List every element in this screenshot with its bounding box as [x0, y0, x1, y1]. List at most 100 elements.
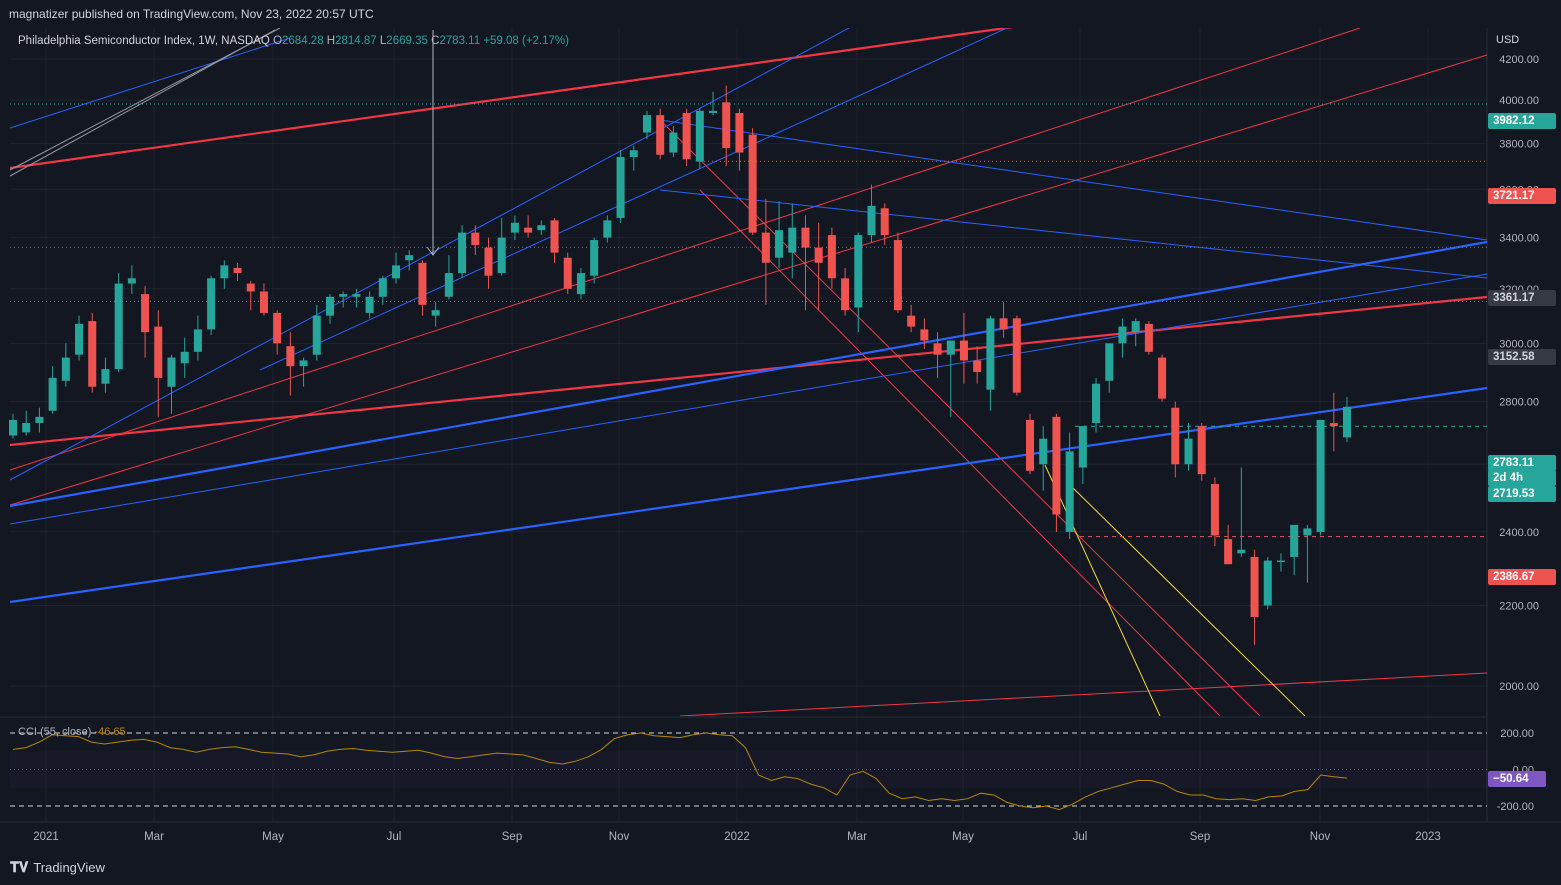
cci-legend[interactable]: CCI (55, close) -46.65: [18, 726, 126, 738]
time-tick-label: 2023: [1415, 831, 1441, 843]
candle: [603, 215, 612, 243]
candle: [154, 310, 163, 417]
candle: [748, 128, 757, 236]
candles-series: [9, 85, 1351, 645]
candle-body: [1158, 357, 1167, 399]
tradingview-logo-icon: 𝐓𝐕: [10, 859, 29, 875]
candle: [946, 340, 955, 417]
candle: [325, 294, 334, 324]
price-tag: 3361.17: [1488, 290, 1556, 306]
candle: [959, 312, 968, 384]
candle-body: [735, 113, 744, 153]
candle-body: [405, 255, 414, 261]
horizontal-levels: [10, 103, 1487, 538]
candle: [1118, 318, 1127, 358]
candle: [563, 252, 572, 295]
candle-body: [1237, 549, 1246, 554]
candle-body: [48, 377, 57, 411]
time-tick-label: May: [952, 831, 974, 843]
candle-body: [1263, 560, 1272, 606]
price-tick-label: 3400.00: [1499, 233, 1539, 245]
blue-trendline: [659, 189, 1487, 279]
candle-body: [1131, 321, 1140, 333]
candle: [127, 265, 136, 295]
red-trendline: [10, 28, 1361, 471]
candle-body: [1144, 323, 1153, 352]
candle: [669, 125, 678, 158]
candle: [339, 291, 348, 308]
candle: [431, 302, 440, 327]
candle-body: [458, 232, 467, 274]
candle-body: [154, 326, 163, 378]
candle-body: [312, 315, 321, 355]
candle: [61, 343, 70, 387]
candle: [722, 85, 731, 167]
time-tick-label: Jul: [387, 831, 402, 843]
candle: [801, 215, 810, 311]
candle: [880, 203, 889, 246]
time-tick-label: 2021: [33, 831, 59, 843]
time-tick-label: 2022: [724, 831, 750, 843]
candle: [1263, 556, 1272, 610]
candle: [392, 252, 401, 284]
candle-body: [246, 283, 255, 292]
candle-body: [1052, 416, 1061, 515]
candle: [827, 227, 836, 289]
candle-body: [352, 294, 361, 297]
candle: [735, 108, 744, 171]
candle-body: [61, 357, 70, 381]
candle-body: [1197, 426, 1206, 475]
high-value: 2814.87: [335, 35, 377, 47]
candle-body: [973, 360, 982, 372]
candle: [167, 354, 176, 414]
time-tick-label: Nov: [1310, 831, 1331, 843]
candle-body: [867, 205, 876, 236]
candle-body: [484, 247, 493, 276]
candle: [510, 215, 519, 241]
publication-info: magnatizer published on TradingView.com,…: [9, 7, 374, 21]
candle: [286, 332, 295, 396]
candle-body: [629, 150, 638, 158]
candle-body: [180, 351, 189, 364]
tradingview-brand[interactable]: 𝐓𝐕 TradingView: [10, 859, 105, 876]
candle: [590, 237, 599, 284]
candle: [233, 262, 242, 281]
candle: [775, 201, 784, 268]
candle: [220, 260, 229, 289]
close-label: C: [431, 35, 440, 47]
candle: [550, 217, 559, 263]
candle-body: [339, 294, 348, 297]
candle: [814, 222, 823, 311]
candle: [180, 337, 189, 378]
candle-body: [1118, 326, 1127, 344]
candle-body: [299, 360, 308, 367]
candle: [497, 217, 506, 276]
candle-body: [101, 369, 110, 384]
candle: [616, 150, 625, 223]
candle-body: [761, 232, 770, 263]
candle: [524, 215, 533, 238]
candle-body: [893, 240, 902, 311]
candle-body: [141, 294, 150, 333]
candle: [999, 302, 1008, 338]
candle-body: [827, 235, 836, 279]
candle: [709, 91, 718, 116]
candle-body: [669, 132, 678, 153]
symbol-legend[interactable]: Philadelphia Semiconductor Index, 1W, NA…: [18, 35, 569, 47]
candle-body: [259, 291, 268, 313]
candle-body: [1171, 407, 1180, 465]
candle-body: [576, 273, 585, 295]
cci-label[interactable]: CCI (55, close): [18, 726, 92, 738]
candle: [642, 110, 651, 140]
candle: [352, 288, 361, 308]
price-tag: 2783.11: [1488, 455, 1556, 471]
candle: [1237, 467, 1246, 557]
candle: [1012, 315, 1021, 396]
close-value: 2783.11: [439, 35, 481, 47]
time-tick-label: Nov: [609, 831, 630, 843]
symbol-name[interactable]: Philadelphia Semiconductor Index, 1W, NA…: [18, 35, 270, 47]
candle: [1171, 401, 1180, 478]
candle-body: [127, 278, 136, 284]
candle-body: [114, 283, 123, 370]
